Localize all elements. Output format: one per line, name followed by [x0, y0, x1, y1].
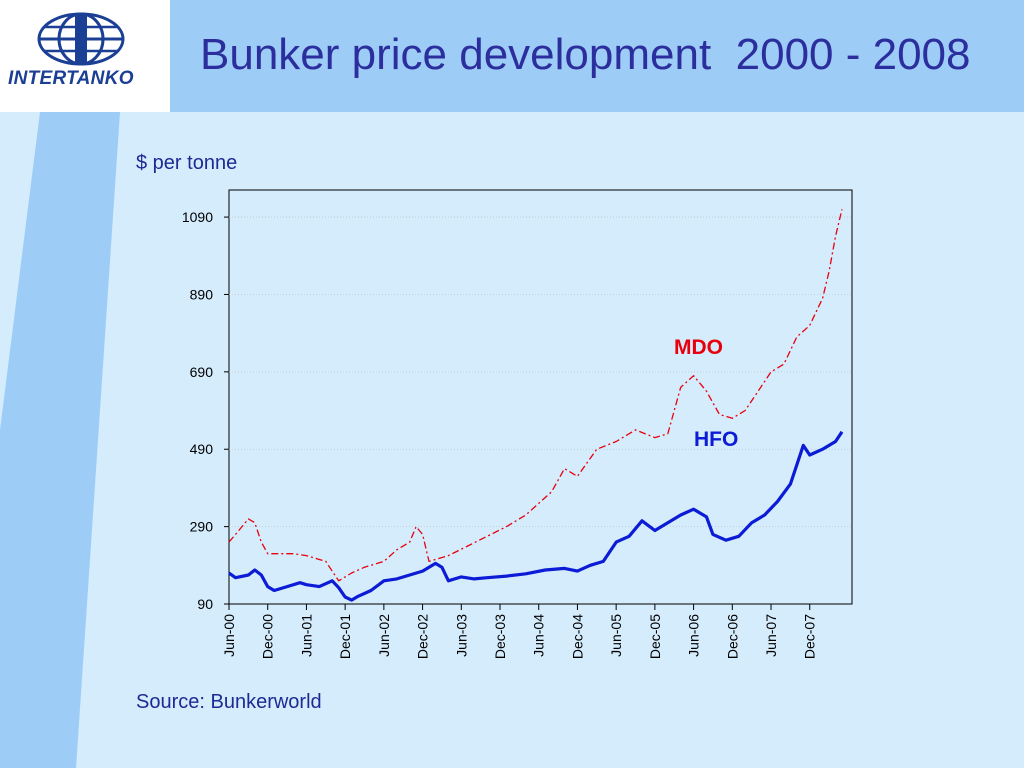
x-tick-label: Jun-06 [686, 614, 702, 657]
header-band [170, 0, 1024, 112]
series-line-hfo [228, 430, 844, 602]
source-note: Source: Bunkerworld [136, 691, 322, 713]
logo: INTERTANKO [0, 0, 170, 112]
series-line-mdo [228, 209, 843, 582]
x-tick-label: Dec-05 [647, 614, 663, 659]
y-tick-label: 90 [197, 596, 213, 612]
gridlines [229, 216, 852, 528]
series-label-hfo: HFO [694, 428, 738, 451]
x-tick-label: Jun-02 [376, 614, 392, 657]
x-tick-label: Dec-03 [492, 614, 508, 659]
x-tick-label: Dec-00 [260, 614, 276, 659]
y-unit-label: $ per tonne [136, 152, 238, 174]
plot-area [228, 189, 853, 605]
x-tick-label: Jun-04 [531, 614, 547, 657]
globe-icon [37, 12, 125, 66]
y-axis: 90 290 490 690 890 1090 [182, 209, 229, 612]
x-tick-label: Jun-01 [298, 614, 314, 657]
y-tick-label: 490 [190, 441, 214, 457]
y-tick-label: 890 [190, 286, 214, 302]
x-axis: Jun-00 Dec-00 Jun-01 Dec-01 Jun-02 Dec-02 Jun-… [221, 604, 818, 659]
x-tick-label: Dec-04 [569, 614, 585, 659]
accent-stripe [0, 112, 120, 768]
y-tick-label: 690 [190, 364, 214, 380]
x-tick-label: Jun-03 [453, 614, 469, 657]
logo-wordmark: INTERTANKO [8, 68, 134, 89]
x-tick-label: Dec-02 [415, 614, 431, 659]
y-tick-label: 290 [190, 519, 214, 535]
series-label-mdo: MDO [674, 336, 723, 359]
y-tick-label: 1090 [182, 209, 213, 225]
series-mdo [228, 209, 843, 582]
series-group [228, 209, 844, 602]
x-tick-label: Dec-07 [802, 614, 818, 659]
x-tick-label: Jun-05 [608, 614, 624, 657]
series-hfo [228, 430, 844, 602]
x-tick-label: Jun-07 [763, 614, 779, 657]
x-tick-label: Dec-01 [337, 614, 353, 659]
x-tick-label: Dec-06 [724, 614, 740, 659]
x-tick-label: Jun-00 [221, 614, 237, 657]
slide-title: Bunker price development 2000 - 2008 [200, 30, 971, 79]
